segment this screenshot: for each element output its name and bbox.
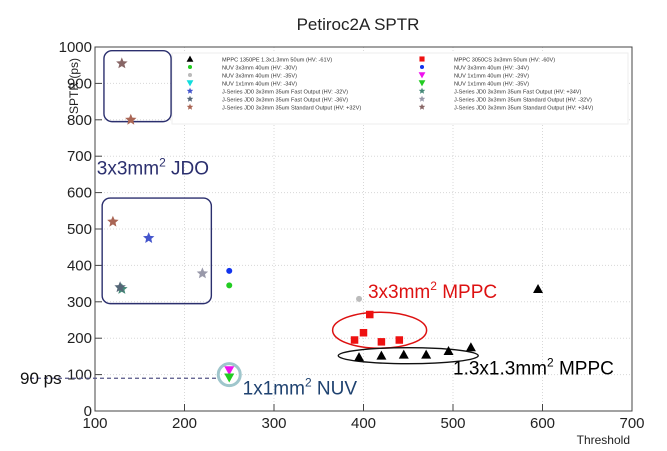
- x-tick-label: 400: [351, 415, 376, 432]
- y-tick-label: 400: [67, 257, 92, 274]
- data-point: [354, 352, 365, 362]
- legend-label: J-Series JD0 3x3mm 35um Fast Output (HV:…: [454, 90, 582, 96]
- legend-label: J-Series JD0 3x3mm 35um Standard Output …: [454, 106, 593, 112]
- legend-marker: [186, 103, 194, 110]
- x-tick-label: 500: [440, 415, 465, 432]
- legend-marker: [187, 64, 193, 70]
- legend-marker: [419, 64, 425, 70]
- y-tick-label: 700: [67, 148, 92, 165]
- data-point: [376, 350, 387, 360]
- data-point: [398, 349, 409, 359]
- data-point: [421, 349, 432, 359]
- legend-label: NUV 1x1mm 40um (HV: -34V): [222, 82, 297, 88]
- y-tick-label: 900: [67, 75, 92, 92]
- legend-label: J-Series JD0 3x3mm 35um Standard Output …: [454, 98, 592, 104]
- data-point: [366, 310, 374, 319]
- legend-marker: [418, 95, 426, 102]
- legend-marker: [418, 80, 426, 87]
- data-point: [465, 342, 476, 352]
- data-point: [226, 267, 233, 274]
- group-box-jdo-low: [101, 197, 213, 305]
- group-box-jdo-high: [103, 49, 172, 123]
- reference-line-label: 90 ps: [20, 369, 62, 388]
- data-point: [377, 338, 386, 346]
- y-tick-label: 800: [67, 112, 92, 129]
- group-annotation: 1.3x1.3mm2 MPPC: [453, 356, 614, 380]
- data-points: [107, 57, 544, 383]
- legend-label: MPPC 3050CS 3x3mm 50um (HV: -60V): [454, 58, 555, 64]
- group-annotation: 3x3mm2 JDO: [97, 155, 209, 179]
- legend-label: J-Series JD0 3x3mm 35um Fast Output (HV:…: [222, 90, 348, 96]
- data-point: [114, 281, 126, 293]
- y-tick-label: 300: [67, 294, 92, 311]
- data-point: [356, 295, 363, 302]
- annotations: 90 ps 3x3mm2 JDO 3x3mm2 MPPC 1.3x1.3mm2 MPP…: [20, 155, 614, 399]
- data-point: [107, 215, 119, 227]
- y-tick-label: 100: [67, 367, 92, 384]
- axes: 100 200 300 400 500 600 7000100200300400500600…: [59, 39, 645, 432]
- chart-title: Petiroc2A SPTR: [297, 15, 420, 34]
- legend-label: NUV 3x3mm 40um (HV: -35V): [222, 74, 297, 80]
- legend-marker: [187, 72, 193, 78]
- group-ellipse-mppc-1p3: [337, 346, 479, 365]
- group-annotation: 1x1mm2 NUV: [243, 376, 358, 400]
- x-tick-label: 200: [172, 415, 197, 432]
- legend-box: [171, 52, 629, 125]
- legend-marker: [418, 103, 426, 110]
- group-circle-nuv-1x1: [216, 362, 242, 388]
- highlight-shapes: [30, 49, 479, 388]
- legend-marker: [418, 87, 426, 94]
- legend-label: MPPC 1350PE 1.3x1.3mm 50um (HV: -61V): [222, 58, 332, 64]
- legend-label: J-Series JD0 3x3mm 35um Fast Output (HV:…: [222, 98, 348, 104]
- data-point: [226, 282, 233, 289]
- legend-label: J-Series JD0 3x3mm 35um Standard Output …: [222, 106, 361, 112]
- legend-marker: [419, 56, 425, 62]
- data-point: [533, 284, 544, 294]
- legend-marker: [186, 95, 194, 102]
- data-point: [350, 336, 359, 344]
- x-axis-label: Threshold: [577, 433, 630, 447]
- legend-marker: [186, 55, 194, 62]
- legend-marker: [418, 72, 426, 79]
- data-point: [196, 267, 209, 279]
- legend-marker: [186, 87, 194, 94]
- legend: MPPC 1350PE 1.3x1.3mm 50um (HV: -61V) MPP…: [171, 52, 629, 125]
- data-point: [116, 57, 128, 69]
- x-tick-label: 700: [619, 415, 644, 432]
- data-point: [359, 328, 368, 337]
- data-point: [125, 113, 137, 125]
- y-axis-label: SPTR (ps): [67, 58, 81, 114]
- y-tick-label: 1000: [59, 39, 92, 56]
- legend-label: NUV 1x1mm 40um (HV: -35V): [454, 82, 529, 88]
- y-tick-label: 500: [67, 221, 92, 238]
- data-point: [224, 373, 235, 383]
- x-tick-label: 100: [82, 415, 107, 432]
- legend-label: NUV 3x3mm 40um (HV: -34V): [454, 66, 529, 72]
- x-tick-label: 300: [261, 415, 286, 432]
- legend-label: NUV 1x1mm 40um (HV: -29V): [454, 74, 529, 80]
- data-point: [395, 336, 404, 344]
- y-tick-label: 600: [67, 185, 92, 202]
- y-tick-label: 200: [67, 330, 92, 347]
- x-tick-label: 600: [530, 415, 555, 432]
- data-point: [224, 366, 235, 376]
- data-point: [443, 345, 454, 355]
- data-point: [143, 232, 155, 243]
- legend-label: NUV 3x3mm 40um (HV: -30V): [222, 66, 297, 72]
- group-annotation: 3x3mm2 MPPC: [368, 279, 497, 303]
- y-tick-label: 0: [84, 403, 92, 420]
- legend-marker: [186, 80, 194, 87]
